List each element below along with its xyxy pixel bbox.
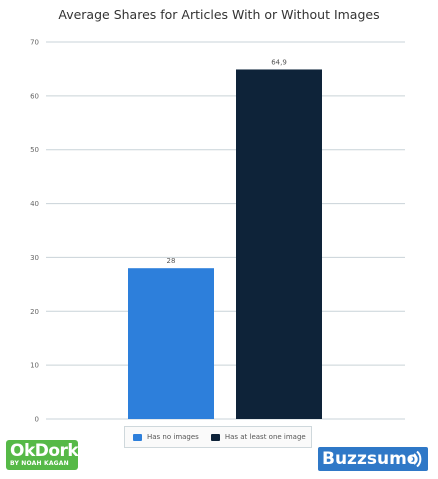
y-tick-label: 70 xyxy=(30,39,39,47)
wifi-wave-icon xyxy=(409,451,422,467)
okdork-logo: OkDork BY NOAH KAGAN xyxy=(6,440,79,470)
okdork-logo-subtext: BY NOAH KAGAN xyxy=(10,460,69,467)
gridlines xyxy=(46,41,405,420)
bars xyxy=(128,69,322,420)
y-axis-ticks: 0 10 20 30 40 50 60 70 xyxy=(30,39,39,424)
data-label: 64,9 xyxy=(271,58,287,66)
legend-swatch xyxy=(133,433,142,441)
buzzsumo-logo: Buzzsumo xyxy=(318,447,428,471)
y-tick-label: 50 xyxy=(30,146,39,154)
data-labels: 28 64,9 xyxy=(167,58,287,265)
y-tick-label: 30 xyxy=(30,254,39,262)
y-tick-label: 10 xyxy=(30,362,39,370)
y-tick-label: 60 xyxy=(30,92,39,100)
buzzsumo-logo-text: Buzzsumo xyxy=(322,449,419,469)
legend-swatch xyxy=(210,433,220,441)
legend-label: Has at least one image xyxy=(224,433,306,441)
y-tick-label: 0 xyxy=(35,416,39,424)
legend: Has no images Has at least one image xyxy=(124,426,312,448)
bar-no-images[interactable] xyxy=(128,268,214,419)
data-label: 28 xyxy=(167,257,176,265)
y-tick-label: 40 xyxy=(30,200,39,208)
bar-with-image[interactable] xyxy=(236,69,322,420)
legend-item-with-image[interactable]: Has at least one image xyxy=(210,433,306,441)
legend-label: Has no images xyxy=(147,433,199,441)
chart-title: Average Shares for Articles With or With… xyxy=(58,7,380,22)
okdork-logo-text: OkDork xyxy=(10,441,79,461)
legend-item-no-images[interactable]: Has no images xyxy=(133,433,199,441)
y-tick-label: 20 xyxy=(30,308,39,316)
